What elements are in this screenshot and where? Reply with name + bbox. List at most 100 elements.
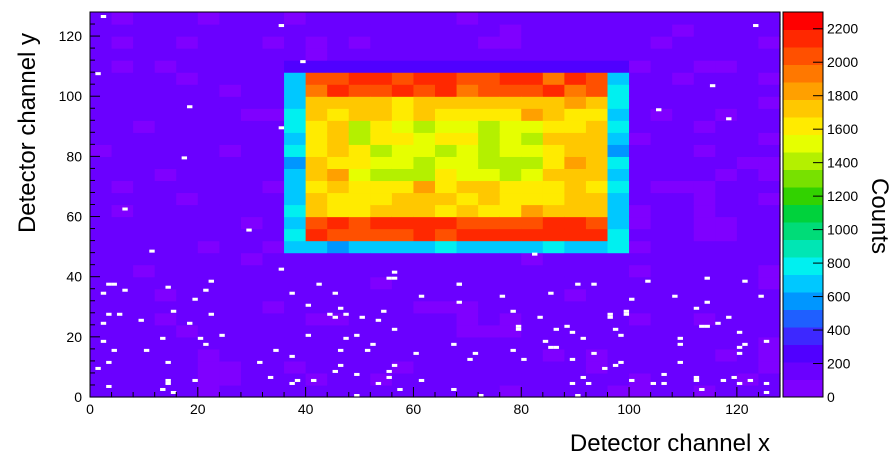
heatmap-cell: [478, 240, 501, 254]
heatmap-cell: [585, 360, 609, 374]
heatmap-cell: [262, 312, 285, 326]
heatmap-cell: [413, 24, 436, 37]
heatmap-cell: [585, 72, 609, 85]
heatmap-cell: [348, 300, 371, 314]
heatmap-cell: [240, 204, 264, 218]
heatmap-cell: [348, 144, 371, 157]
heatmap-cell: [435, 300, 458, 314]
heatmap-cell: [607, 156, 630, 170]
heatmap-cell: [327, 288, 350, 302]
heatmap-cell: [758, 96, 781, 109]
heatmap-cell: [456, 108, 479, 121]
heatmap-cell: [413, 60, 436, 73]
heatmap-cell: [650, 108, 673, 121]
heatmap-cell: [262, 252, 285, 266]
heatmap-cell: [305, 156, 328, 170]
heatmap-cell: [650, 96, 673, 109]
heatmap-cell: [585, 312, 609, 326]
heatmap-cell: [219, 72, 242, 85]
heatmap-cell: [240, 108, 264, 121]
heatmap-cell: [370, 384, 393, 398]
empty-pixel: [354, 393, 360, 397]
heatmap-cell: [456, 288, 479, 302]
heatmap-cell: [219, 372, 242, 386]
heatmap-cell: [133, 372, 156, 386]
heatmap-cell: [176, 300, 199, 314]
heatmap-cell: [284, 348, 307, 362]
heatmap-cell: [348, 348, 371, 362]
heatmap-cell: [478, 276, 501, 290]
heatmap-cell: [240, 324, 264, 338]
heatmap-cell: [262, 300, 285, 314]
heatmap-cell: [391, 324, 415, 338]
heatmap-cell: [435, 12, 458, 25]
heatmap-cell: [607, 336, 630, 350]
heatmap-cell: [758, 240, 781, 254]
heatmap-cell: [715, 228, 738, 242]
heatmap-cell: [370, 240, 393, 254]
heatmap-cell: [111, 264, 134, 278]
color-scale-label: 2000: [827, 54, 858, 70]
heatmap-cell: [133, 276, 156, 290]
heatmap-cell: [650, 120, 673, 133]
heatmap-cell: [327, 264, 350, 278]
heatmap-cell: [693, 348, 716, 362]
empty-pixel: [111, 348, 117, 352]
heatmap-cell: [111, 312, 134, 326]
heatmap-cell: [327, 228, 350, 242]
heatmap-cell: [478, 84, 501, 97]
heatmap-cell: [585, 276, 609, 290]
heatmap-cell: [176, 156, 199, 170]
heatmap-cell: [521, 288, 544, 302]
heatmap-cell: [327, 336, 350, 350]
heatmap-cell: [629, 12, 652, 25]
heatmap-cell: [240, 348, 264, 362]
heatmap-cell: [758, 60, 781, 73]
heatmap-cell: [240, 48, 264, 61]
heatmap-cell: [133, 84, 156, 97]
heatmap-cell: [197, 144, 220, 157]
heatmap-cell: [413, 144, 436, 157]
heatmap-cell: [240, 288, 264, 302]
heatmap-cell: [327, 84, 350, 97]
heatmap-cell: [672, 168, 695, 182]
heatmap-cell: [348, 336, 371, 350]
heatmap-cell: [607, 132, 630, 145]
heatmap-cell: [262, 372, 285, 386]
heatmap-cell: [758, 360, 781, 374]
color-scale-band: [783, 29, 823, 48]
heatmap-cell: [262, 12, 285, 25]
empty-pixel: [316, 282, 322, 286]
heatmap-cell: [607, 312, 630, 326]
empty-pixel: [100, 339, 107, 343]
heatmap-cell: [693, 60, 716, 73]
empty-pixel: [354, 372, 360, 376]
heatmap-cell: [111, 348, 134, 362]
heatmap-cell: [197, 204, 220, 218]
heatmap-cell: [629, 48, 652, 61]
empty-pixel: [753, 24, 759, 28]
empty-pixel: [763, 381, 770, 385]
heatmap-cell: [607, 180, 630, 194]
heatmap-cell: [90, 216, 113, 230]
heatmap-cell: [435, 72, 458, 85]
heatmap-cell: [413, 156, 436, 170]
heatmap-cell: [542, 144, 565, 157]
heatmap-cell: [499, 216, 522, 230]
color-scale-band: [783, 12, 823, 30]
heatmap-cell: [672, 60, 695, 73]
heatmap-cell: [197, 60, 220, 73]
heatmap-cell: [693, 312, 716, 326]
heatmap-cell: [305, 264, 328, 278]
heatmap-cell: [154, 348, 177, 362]
heatmap-cell: [650, 228, 673, 242]
empty-pixel: [219, 333, 225, 337]
heatmap-cell: [693, 216, 716, 230]
heatmap-cell: [478, 24, 501, 37]
x-tick-label: 100: [617, 401, 641, 417]
heatmap-cell: [693, 204, 716, 218]
heatmap-cell: [715, 288, 738, 302]
empty-pixel: [623, 309, 630, 313]
heatmap-cell: [413, 72, 436, 85]
heatmap-cell: [478, 192, 501, 206]
